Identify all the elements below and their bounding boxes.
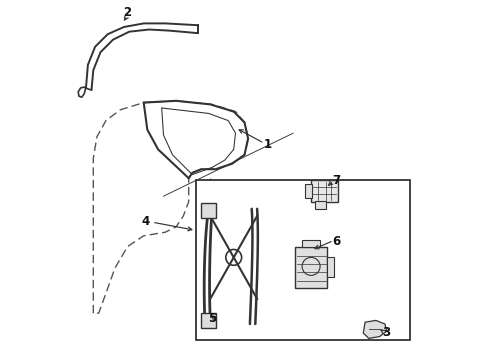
Polygon shape (363, 320, 386, 338)
Text: 5: 5 (207, 312, 216, 325)
Bar (310, 180, 337, 202)
Bar (314, 201, 325, 209)
Bar (294, 247, 326, 288)
FancyBboxPatch shape (201, 313, 215, 328)
FancyBboxPatch shape (201, 203, 215, 218)
Bar (196, 180, 409, 340)
Bar (326, 257, 334, 277)
Text: 6: 6 (331, 235, 340, 248)
Text: 7: 7 (331, 174, 340, 186)
Bar (302, 240, 320, 247)
Text: 2: 2 (123, 6, 131, 19)
Text: 3: 3 (382, 327, 390, 339)
Text: 4: 4 (141, 215, 149, 228)
Text: 1: 1 (264, 138, 271, 150)
Bar (304, 184, 311, 198)
